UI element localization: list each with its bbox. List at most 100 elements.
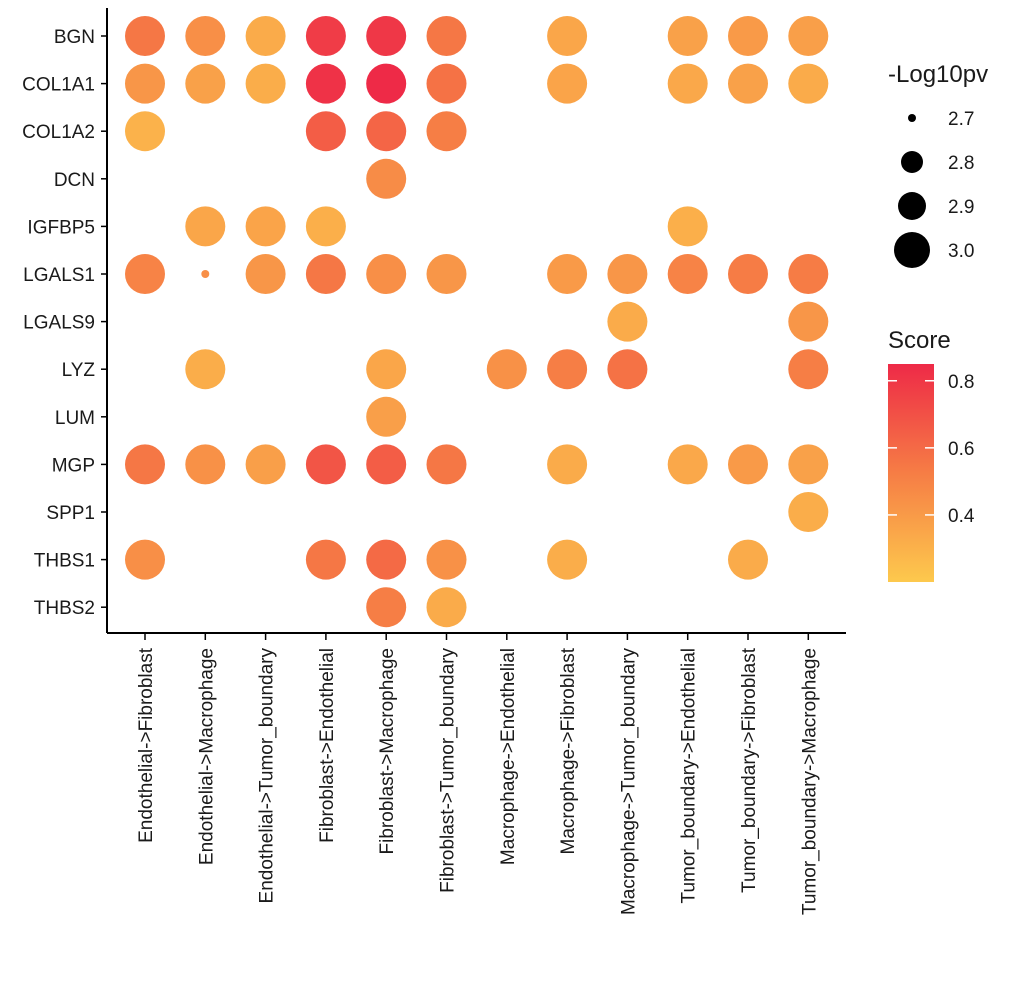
size-legend-label: 2.9 [948, 197, 974, 218]
dot-col1a1-tumor-boundary-fibroblast [728, 63, 768, 104]
dot-col1a1-macrophage-fibroblast [547, 63, 588, 104]
dot-lum-fibroblast-macrophage [366, 396, 407, 437]
dot-lgals1-fibroblast-macrophage [366, 254, 407, 294]
dot-mgp-endothelial-fibroblast [125, 444, 165, 485]
dot-col1a1-fibroblast-macrophage [366, 63, 407, 104]
dot-bgn-fibroblast-endothelial [305, 16, 346, 56]
x-axis-ticks: Endothelial->Fibroblast Endothelial->Macr… [136, 633, 820, 915]
color-legend-label: 0.4 [948, 506, 975, 527]
size-legend: -Log10pv 2.7 2.8 2.9 3.0 [888, 61, 988, 268]
dot-lgals1-endothelial-macrophage [201, 270, 210, 278]
size-legend-dot-2-8 [901, 151, 923, 173]
dot-lgals1-macrophage-tumor-boundary [607, 254, 648, 294]
dot-col1a1-fibroblast-endothelial [305, 63, 346, 104]
dot-bgn-tumor-boundary-macrophage [788, 16, 829, 56]
dot-thbs1-fibroblast-tumor-boundary [426, 539, 467, 580]
dot-igfbp5-tumor-boundary-endothelial [667, 206, 708, 247]
y-tick-label-lum: LUM [55, 408, 95, 429]
y-tick-label-lgals1: LGALS1 [23, 265, 95, 286]
dot-mgp-endothelial-macrophage [185, 444, 226, 485]
dot-thbs2-fibroblast-tumor-boundary [426, 587, 467, 628]
dot-lyz-tumor-boundary-macrophage [788, 349, 829, 390]
color-legend-ticks: 0.4 0.6 0.8 [888, 372, 975, 527]
x-tick-label-endothelial-fibroblast: Endothelial->Fibroblast [136, 647, 157, 843]
dot-col1a1-endothelial-tumor-boundary [245, 63, 286, 104]
dot-mgp-fibroblast-tumor-boundary [426, 444, 467, 485]
dot-bgn-endothelial-macrophage [185, 16, 226, 56]
dot-mgp-fibroblast-macrophage [366, 444, 407, 485]
dot-col1a1-tumor-boundary-endothelial [667, 63, 708, 104]
dot-lgals1-endothelial-fibroblast [125, 254, 165, 294]
dot-thbs1-tumor-boundary-fibroblast [728, 539, 768, 580]
dot-bgn-tumor-boundary-endothelial [667, 16, 708, 56]
color-legend-label: 0.6 [948, 439, 974, 460]
dot-lyz-fibroblast-macrophage [366, 349, 407, 390]
y-tick-label-col1a2: COL1A2 [22, 122, 95, 143]
dot-mgp-endothelial-tumor-boundary [245, 444, 286, 485]
y-tick-label-col1a1: COL1A1 [22, 75, 95, 96]
dot-lgals1-fibroblast-endothelial [305, 254, 346, 294]
size-legend-title: -Log10pv [888, 61, 988, 88]
dot-lyz-macrophage-endothelial [486, 349, 527, 390]
dot-igfbp5-endothelial-tumor-boundary [245, 206, 286, 247]
x-tick-label-tumor-boundary-macrophage: Tumor_boundary->Macrophage [799, 648, 820, 915]
x-tick-label-tumor-boundary-fibroblast: Tumor_boundary->Fibroblast [739, 647, 760, 893]
y-tick-label-mgp: MGP [52, 455, 95, 476]
dot-mgp-macrophage-fibroblast [547, 444, 588, 485]
dot-thbs1-endothelial-fibroblast [125, 539, 165, 580]
dot-bgn-macrophage-fibroblast [547, 16, 588, 56]
x-tick-label-fibroblast-macrophage: Fibroblast->Macrophage [377, 648, 398, 854]
y-tick-label-dcn: DCN [54, 170, 95, 191]
size-legend-dot-2-9 [898, 192, 926, 220]
color-legend-label: 0.8 [948, 372, 974, 393]
size-legend-label: 3.0 [948, 241, 974, 262]
size-legend-label: 2.8 [948, 153, 974, 174]
dot-mgp-tumor-boundary-fibroblast [728, 444, 768, 485]
size-legend-dot-3 [894, 232, 930, 268]
dot-lgals1-tumor-boundary-fibroblast [728, 254, 768, 294]
dot-col1a1-endothelial-macrophage [185, 63, 226, 104]
size-legend-dot-2-7 [908, 114, 916, 122]
dot-col1a1-fibroblast-tumor-boundary [426, 63, 467, 104]
dot-col1a2-fibroblast-endothelial [305, 111, 346, 152]
color-legend-bar [888, 364, 934, 582]
dot-mgp-tumor-boundary-macrophage [788, 444, 829, 485]
dot-mgp-fibroblast-endothelial [305, 444, 346, 485]
dot-col1a1-tumor-boundary-macrophage [788, 63, 829, 104]
y-tick-label-spp1: SPP1 [46, 503, 95, 524]
x-tick-label-fibroblast-endothelial: Fibroblast->Endothelial [317, 648, 338, 843]
dot-col1a1-endothelial-fibroblast [125, 63, 165, 104]
dot-dcn-fibroblast-macrophage [366, 158, 407, 199]
dot-lyz-macrophage-tumor-boundary [607, 349, 648, 390]
dot-lgals1-tumor-boundary-macrophage [788, 254, 829, 294]
dot-lgals1-macrophage-fibroblast [547, 254, 588, 294]
dot-lgals1-fibroblast-tumor-boundary [426, 254, 467, 294]
x-tick-label-tumor-boundary-endothelial: Tumor_boundary->Endothelial [679, 648, 700, 903]
dot-bgn-fibroblast-tumor-boundary [426, 16, 467, 56]
y-tick-label-bgn: BGN [54, 27, 95, 48]
y-tick-label-thbs1: THBS1 [34, 551, 95, 572]
dot-lgals9-macrophage-tumor-boundary [607, 301, 648, 342]
color-legend: Score 0.4 0.6 0.8 [888, 327, 975, 582]
x-tick-label-fibroblast-tumor-boundary: Fibroblast->Tumor_boundary [438, 648, 459, 893]
dot-bgn-tumor-boundary-fibroblast [728, 16, 768, 56]
size-legend-items: 2.7 2.8 2.9 3.0 [894, 109, 974, 268]
dot-lgals1-tumor-boundary-endothelial [667, 254, 708, 294]
dot-lyz-endothelial-macrophage [185, 349, 226, 390]
dot-lyz-macrophage-fibroblast [547, 349, 588, 390]
dot-thbs1-fibroblast-macrophage [366, 539, 407, 580]
dot-lgals9-tumor-boundary-macrophage [788, 301, 829, 342]
dot-col1a2-fibroblast-macrophage [366, 111, 407, 152]
dot-bgn-endothelial-tumor-boundary [245, 16, 286, 56]
dot-igfbp5-endothelial-macrophage [185, 206, 226, 247]
dot-thbs1-fibroblast-endothelial [305, 539, 346, 580]
x-tick-label-macrophage-fibroblast: Macrophage->Fibroblast [558, 647, 579, 854]
dot-col1a2-fibroblast-tumor-boundary [426, 111, 467, 152]
y-tick-label-igfbp5: IGFBP5 [27, 217, 95, 238]
dot-thbs1-macrophage-fibroblast [547, 539, 588, 580]
dot-lgals1-endothelial-tumor-boundary [245, 254, 286, 294]
x-tick-label-endothelial-macrophage: Endothelial->Macrophage [196, 648, 217, 865]
y-tick-label-lyz: LYZ [62, 360, 96, 381]
size-legend-label: 2.7 [948, 109, 974, 130]
